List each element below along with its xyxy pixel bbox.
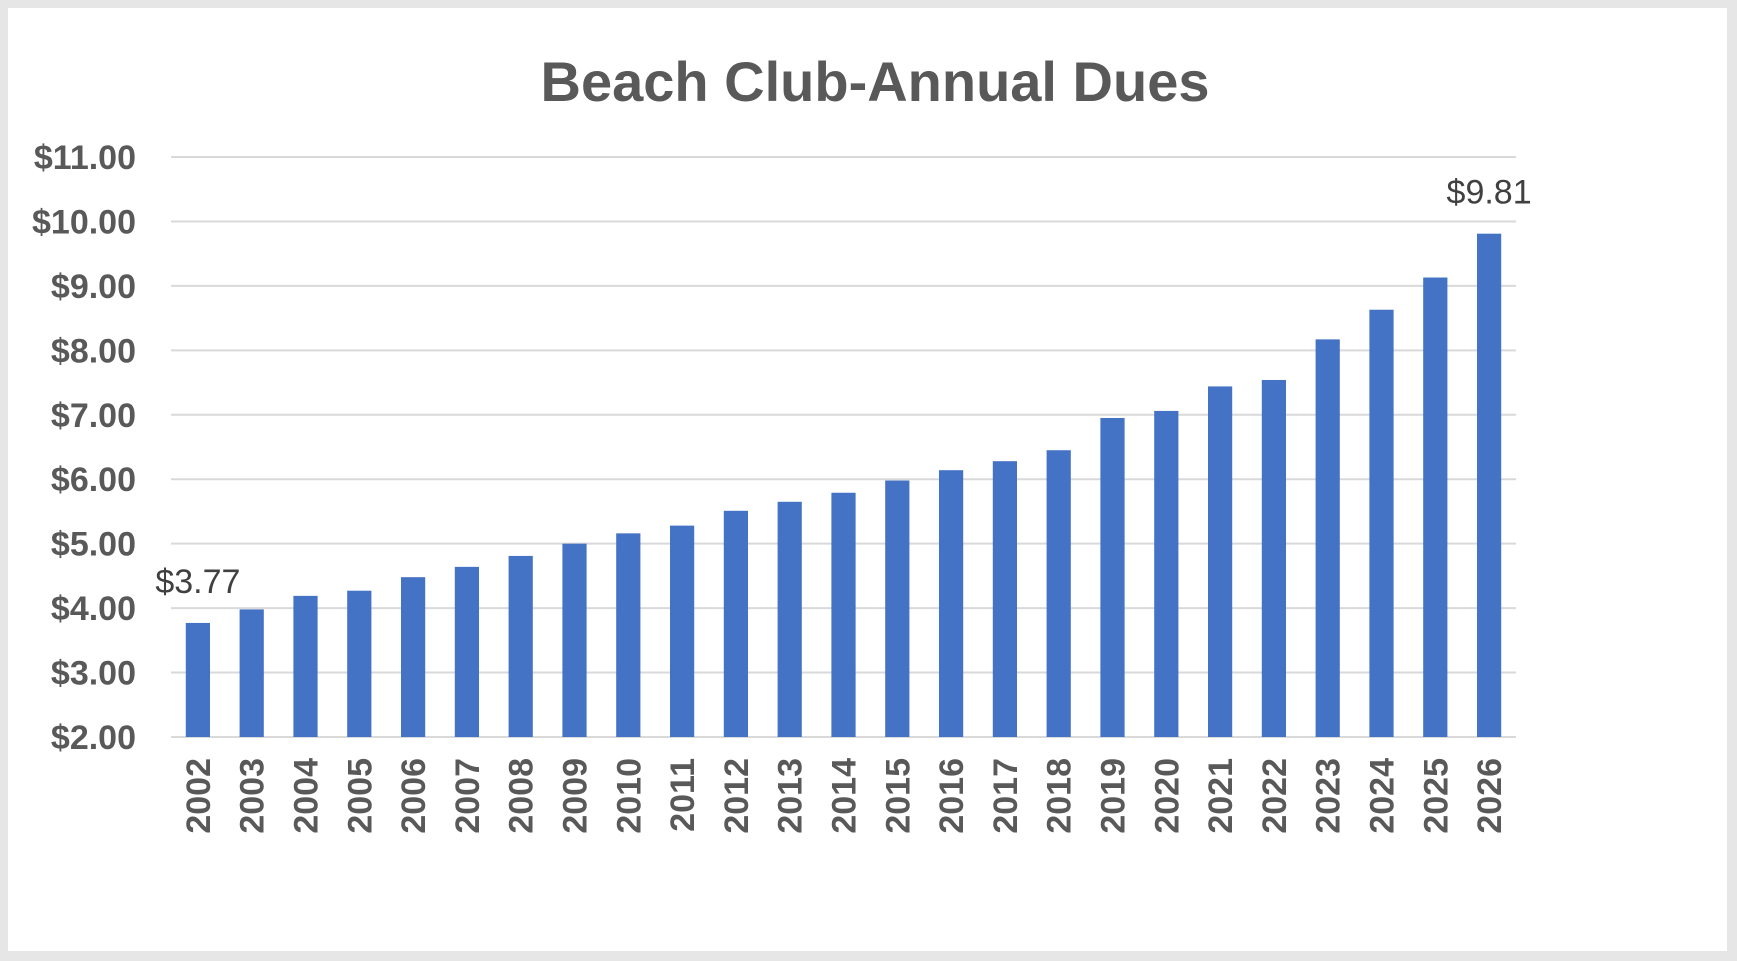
bar xyxy=(885,480,910,737)
bar xyxy=(1369,309,1394,737)
y-tick-label: $8.00 xyxy=(51,332,136,370)
y-tick-label: $9.00 xyxy=(51,268,136,306)
bars xyxy=(185,233,1502,737)
x-tick-label: 2020 xyxy=(1148,758,1186,834)
x-tick-label: 2014 xyxy=(826,758,864,834)
y-tick-label: $3.00 xyxy=(51,655,136,693)
x-tick-label: 2013 xyxy=(772,758,810,834)
bar xyxy=(777,501,802,737)
bar xyxy=(1046,450,1071,737)
bar xyxy=(185,622,211,737)
bar xyxy=(669,525,695,737)
bar xyxy=(1207,386,1233,737)
bar xyxy=(400,577,426,737)
y-tick-label: $7.00 xyxy=(51,397,136,435)
bar xyxy=(239,609,264,737)
x-tick-label: 2017 xyxy=(987,758,1025,834)
bar xyxy=(831,492,856,737)
x-tick-label: 2006 xyxy=(395,758,433,834)
x-tick-label: 2015 xyxy=(879,758,917,834)
x-tick-label: 2009 xyxy=(557,758,595,834)
x-tick-label: 2018 xyxy=(1041,758,1079,834)
bar xyxy=(562,543,587,737)
x-tick-label: 2025 xyxy=(1417,758,1455,834)
bar-chart: Beach Club-Annual Dues $2.00 $3.00 $4.00 $5… xyxy=(32,50,1532,834)
x-tick-label: 2010 xyxy=(610,758,648,834)
x-tick-label: 2003 xyxy=(234,758,272,834)
bar xyxy=(1154,410,1179,737)
x-tick-label: 2011 xyxy=(664,758,702,832)
x-tick-label: 2007 xyxy=(449,758,487,834)
data-labels: $3.77 $9.81 xyxy=(155,174,1531,601)
bar xyxy=(723,510,749,737)
bar xyxy=(1261,379,1287,737)
bar xyxy=(616,533,641,737)
chart-frame: Beach Club-Annual Dues $2.00 $3.00 $4.00 $5… xyxy=(8,8,1727,951)
x-tick-label: 2005 xyxy=(341,758,379,834)
y-tick-label: $5.00 xyxy=(51,526,136,564)
y-tick-label: $2.00 xyxy=(51,719,136,757)
bar xyxy=(293,595,318,737)
x-tick-label: 2004 xyxy=(288,758,326,834)
x-tick-label: 2002 xyxy=(180,758,218,834)
x-axis-tick-labels: 2002 2003 2004 2005 2006 2007 2008 2009 2010 2011… xyxy=(180,758,1509,834)
x-tick-label: 2023 xyxy=(1310,758,1348,834)
x-tick-label: 2026 xyxy=(1471,758,1509,834)
gridlines xyxy=(171,156,1516,738)
bar xyxy=(1423,277,1448,737)
bar xyxy=(1315,339,1340,737)
x-tick-label: 2008 xyxy=(503,758,541,834)
bar xyxy=(508,555,533,737)
y-tick-label: $6.00 xyxy=(51,461,136,499)
y-tick-label: $11.00 xyxy=(34,139,136,177)
data-label: $9.81 xyxy=(1447,174,1532,212)
x-tick-label: 2012 xyxy=(718,758,756,834)
data-label: $3.77 xyxy=(155,563,240,601)
y-axis-tick-labels: $2.00 $3.00 $4.00 $5.00 $6.00 $7.00 $8.00 $9.00… xyxy=(32,139,136,757)
x-tick-label: 2019 xyxy=(1095,758,1133,834)
bar xyxy=(1476,233,1502,737)
chart-title: Beach Club-Annual Dues xyxy=(541,50,1210,113)
bar xyxy=(347,590,372,737)
bar xyxy=(992,461,1018,737)
bar xyxy=(1100,418,1125,737)
x-tick-label: 2022 xyxy=(1256,758,1294,834)
bar xyxy=(454,566,480,737)
y-tick-label: $4.00 xyxy=(51,590,136,628)
x-tick-label: 2021 xyxy=(1202,758,1240,834)
x-tick-label: 2016 xyxy=(933,758,971,834)
bar xyxy=(938,470,964,737)
y-tick-label: $10.00 xyxy=(32,203,136,241)
x-tick-label: 2024 xyxy=(1364,758,1402,834)
